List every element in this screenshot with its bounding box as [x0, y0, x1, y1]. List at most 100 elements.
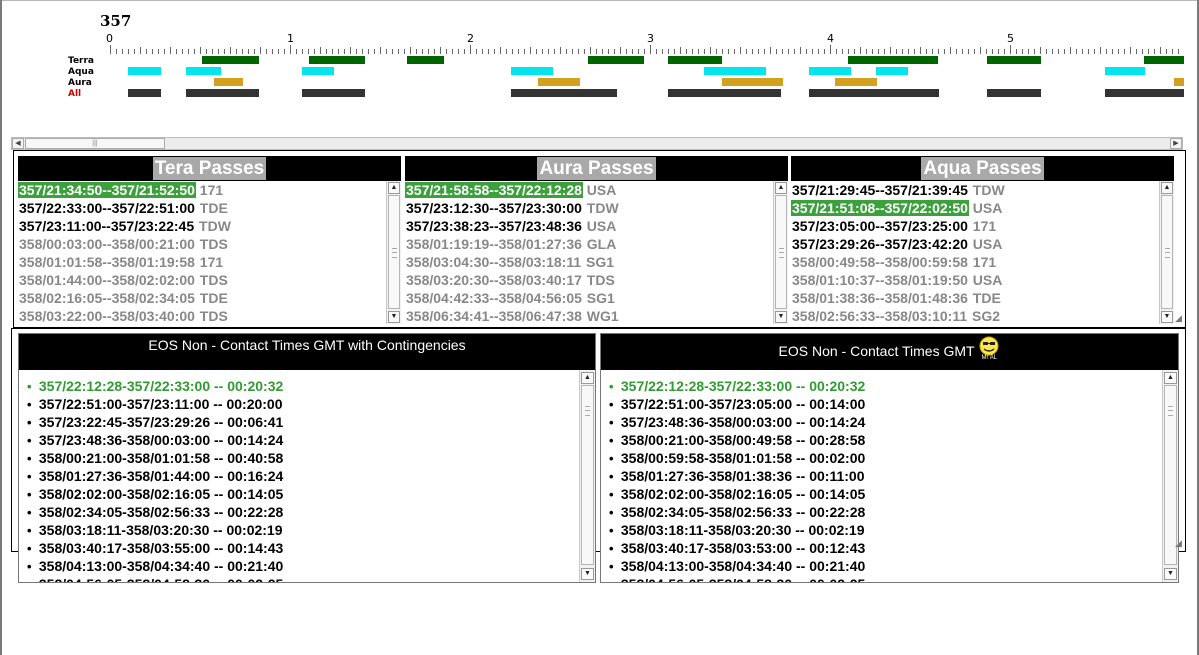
time-tick [932, 49, 933, 54]
scroll-up-arrow-icon[interactable]: ▲ [581, 372, 594, 384]
time-tick [620, 47, 621, 54]
pass-row[interactable]: 358/01:01:58--358/01:19:58 171 [18, 253, 401, 271]
scroll-down-arrow-icon[interactable]: ▼ [1164, 568, 1177, 580]
pass-row[interactable]: 357/21:58:58--357/22:12:28 USA [405, 181, 788, 199]
resize-grip-icon[interactable]: ◢ [1175, 538, 1182, 548]
time-tick [152, 49, 153, 54]
time-tick [638, 49, 639, 54]
time-tick [374, 49, 375, 54]
scrollbar-thumb[interactable] [775, 195, 787, 309]
pass-row[interactable]: 358/01:44:00--358/02:02:00 TDS [18, 271, 401, 289]
time-tick [194, 49, 195, 54]
pass-row[interactable]: 357/21:34:50--357/21:52:50 171 [18, 181, 401, 199]
pass-row[interactable]: 358/00:03:00--358/00:21:00 TDS [18, 235, 401, 253]
pass-time: 357/23:05:00--357/23:25:00 [792, 218, 968, 234]
pass-row[interactable]: 358/06:34:41--358/06:47:38 WG1 [405, 307, 788, 324]
scrollbar-thumb[interactable] [1161, 195, 1173, 309]
pass-station: 171 [195, 182, 224, 198]
scroll-up-arrow-icon[interactable]: ▲ [388, 182, 400, 194]
pass-row[interactable]: 357/21:51:08--357/22:02:50 USA [791, 199, 1174, 217]
time-tick [938, 49, 939, 54]
pass-row[interactable]: 358/03:22:00--358/03:40:00 TDS [18, 307, 401, 324]
pass-row[interactable]: 358/01:38:36--358/01:48:36 TDE [791, 289, 1174, 307]
pass-row[interactable]: 358/02:56:33--358/03:10:11 SG2 [791, 307, 1174, 324]
scrollbar-thumb[interactable] [388, 195, 400, 309]
aura-passes-list[interactable]: 357/21:58:58--357/22:12:28 USA 357/23:12:… [405, 181, 788, 324]
bullet-icon: • [27, 415, 32, 430]
tera-passes-title: Tera Passes [152, 157, 267, 180]
scroll-down-arrow-icon[interactable]: ▼ [775, 311, 787, 323]
pass-station: USA [968, 272, 1003, 288]
pass-station: TDS [195, 308, 228, 324]
noncontact-row: • 358/03:40:17-358/03:53:00 -- 00:12:43 [609, 539, 865, 557]
scroll-left-arrow-icon[interactable]: ◀ [12, 138, 24, 149]
time-tick [182, 49, 183, 54]
pass-row[interactable]: 357/21:29:45--357/21:39:45 TDW [791, 181, 1174, 199]
time-tick [1070, 47, 1071, 54]
tera-passes-scrollbar[interactable]: ▲ ▼ [386, 181, 401, 324]
noncontact-row: • 358/04:13:00-358/04:34:40 -- 00:21:40 [609, 557, 865, 575]
pass-time: 358/03:20:30--358/03:40:17 [406, 272, 582, 288]
time-tick [1088, 49, 1089, 54]
time-tick [740, 47, 741, 54]
scrollbar-thumb[interactable] [581, 385, 594, 565]
scrollbar-thumb[interactable]: ||| [25, 138, 165, 149]
terra-row-label: Terra [68, 56, 94, 66]
pass-row[interactable]: 358/03:04:30--358/03:18:11 SG1 [405, 253, 788, 271]
time-tick [830, 45, 831, 54]
time-tick [1178, 49, 1179, 54]
noncontact-list[interactable]: • 357/22:12:28-357/22:33:00 -- 00:20:32 •… [601, 370, 1178, 582]
noncontact-contingencies-scrollbar[interactable]: ▲ ▼ [579, 370, 595, 582]
noncontact-contingencies-list[interactable]: • 357/22:12:28-357/22:33:00 -- 00:20:32 •… [19, 370, 595, 582]
scroll-up-arrow-icon[interactable]: ▲ [1164, 372, 1177, 384]
bullet-icon: • [27, 379, 32, 394]
time-tick [806, 49, 807, 54]
aqua-passes-list[interactable]: 357/21:29:45--357/21:39:45 TDW 357/21:51:… [791, 181, 1174, 324]
scroll-up-arrow-icon[interactable]: ▲ [775, 182, 787, 194]
pass-row[interactable]: 357/23:29:26--357/23:42:20 USA [791, 235, 1174, 253]
time-tick [980, 47, 981, 54]
noncontact-row: • 358/04:56:05-358/04:58:30 -- 00:02:25 [27, 575, 283, 582]
noncontact-scrollbar[interactable]: ▲ ▼ [1162, 370, 1178, 582]
time-tick [254, 49, 255, 54]
pass-bar [214, 78, 243, 86]
noncontact-interval: 357/23:48:36-358/00:03:00 -- 00:14:24 [617, 414, 866, 430]
scroll-up-arrow-icon[interactable]: ▲ [1161, 182, 1173, 194]
pass-row[interactable]: 358/02:16:05--358/02:34:05 TDE [18, 289, 401, 307]
tera-passes-list[interactable]: 357/21:34:50--357/21:52:50 171 357/22:33:… [18, 181, 401, 324]
pass-row[interactable]: 357/23:12:30--357/23:30:00 TDW [405, 199, 788, 217]
scroll-down-arrow-icon[interactable]: ▼ [388, 311, 400, 323]
pass-row[interactable]: 358/03:20:30--358/03:40:17 TDS [405, 271, 788, 289]
time-tick [782, 49, 783, 54]
hour-label-3: 3 [647, 32, 654, 45]
scrollbar-thumb[interactable] [1164, 385, 1177, 565]
pass-row[interactable]: 358/04:42:33--358/04:56:05 SG1 [405, 289, 788, 307]
pass-row[interactable]: 358/01:10:37--358/01:19:50 USA [791, 271, 1174, 289]
time-tick [800, 47, 801, 54]
time-tick [326, 49, 327, 54]
pass-row[interactable]: 357/22:33:00--357/22:51:00 TDE [18, 199, 401, 217]
time-tick [650, 45, 651, 54]
timeline-horizontal-scrollbar[interactable]: ◀ ||| ▶ [11, 137, 1183, 150]
pass-row[interactable]: 357/23:05:00--357/23:25:00 171 [791, 217, 1174, 235]
pass-row[interactable]: 358/00:49:58--358/00:59:58 171 [791, 253, 1174, 271]
time-tick [482, 49, 483, 54]
pass-row[interactable]: 357/23:11:00--357/23:22:45 TDW [18, 217, 401, 235]
scroll-down-arrow-icon[interactable]: ▼ [1161, 311, 1173, 323]
resize-grip-icon[interactable]: ◢ [1175, 313, 1182, 323]
pass-row[interactable]: 357/23:38:23--357/23:48:36 USA [405, 217, 788, 235]
pass-bar [848, 56, 938, 64]
scroll-right-arrow-icon[interactable]: ▶ [1170, 138, 1182, 149]
time-tick [578, 49, 579, 54]
scroll-down-arrow-icon[interactable]: ▼ [581, 568, 594, 580]
time-tick [632, 49, 633, 54]
bullet-icon: • [609, 397, 614, 412]
pass-row[interactable]: 358/01:19:19--358/01:27:36 GLA [405, 235, 788, 253]
time-tick [332, 49, 333, 54]
passes-frame [13, 150, 1186, 328]
time-tick [1166, 49, 1167, 54]
time-tick [512, 49, 513, 54]
aqua-passes-scrollbar[interactable]: ▲ ▼ [1159, 181, 1174, 324]
aura-passes-scrollbar[interactable]: ▲ ▼ [773, 181, 788, 324]
pass-bar [128, 67, 161, 75]
